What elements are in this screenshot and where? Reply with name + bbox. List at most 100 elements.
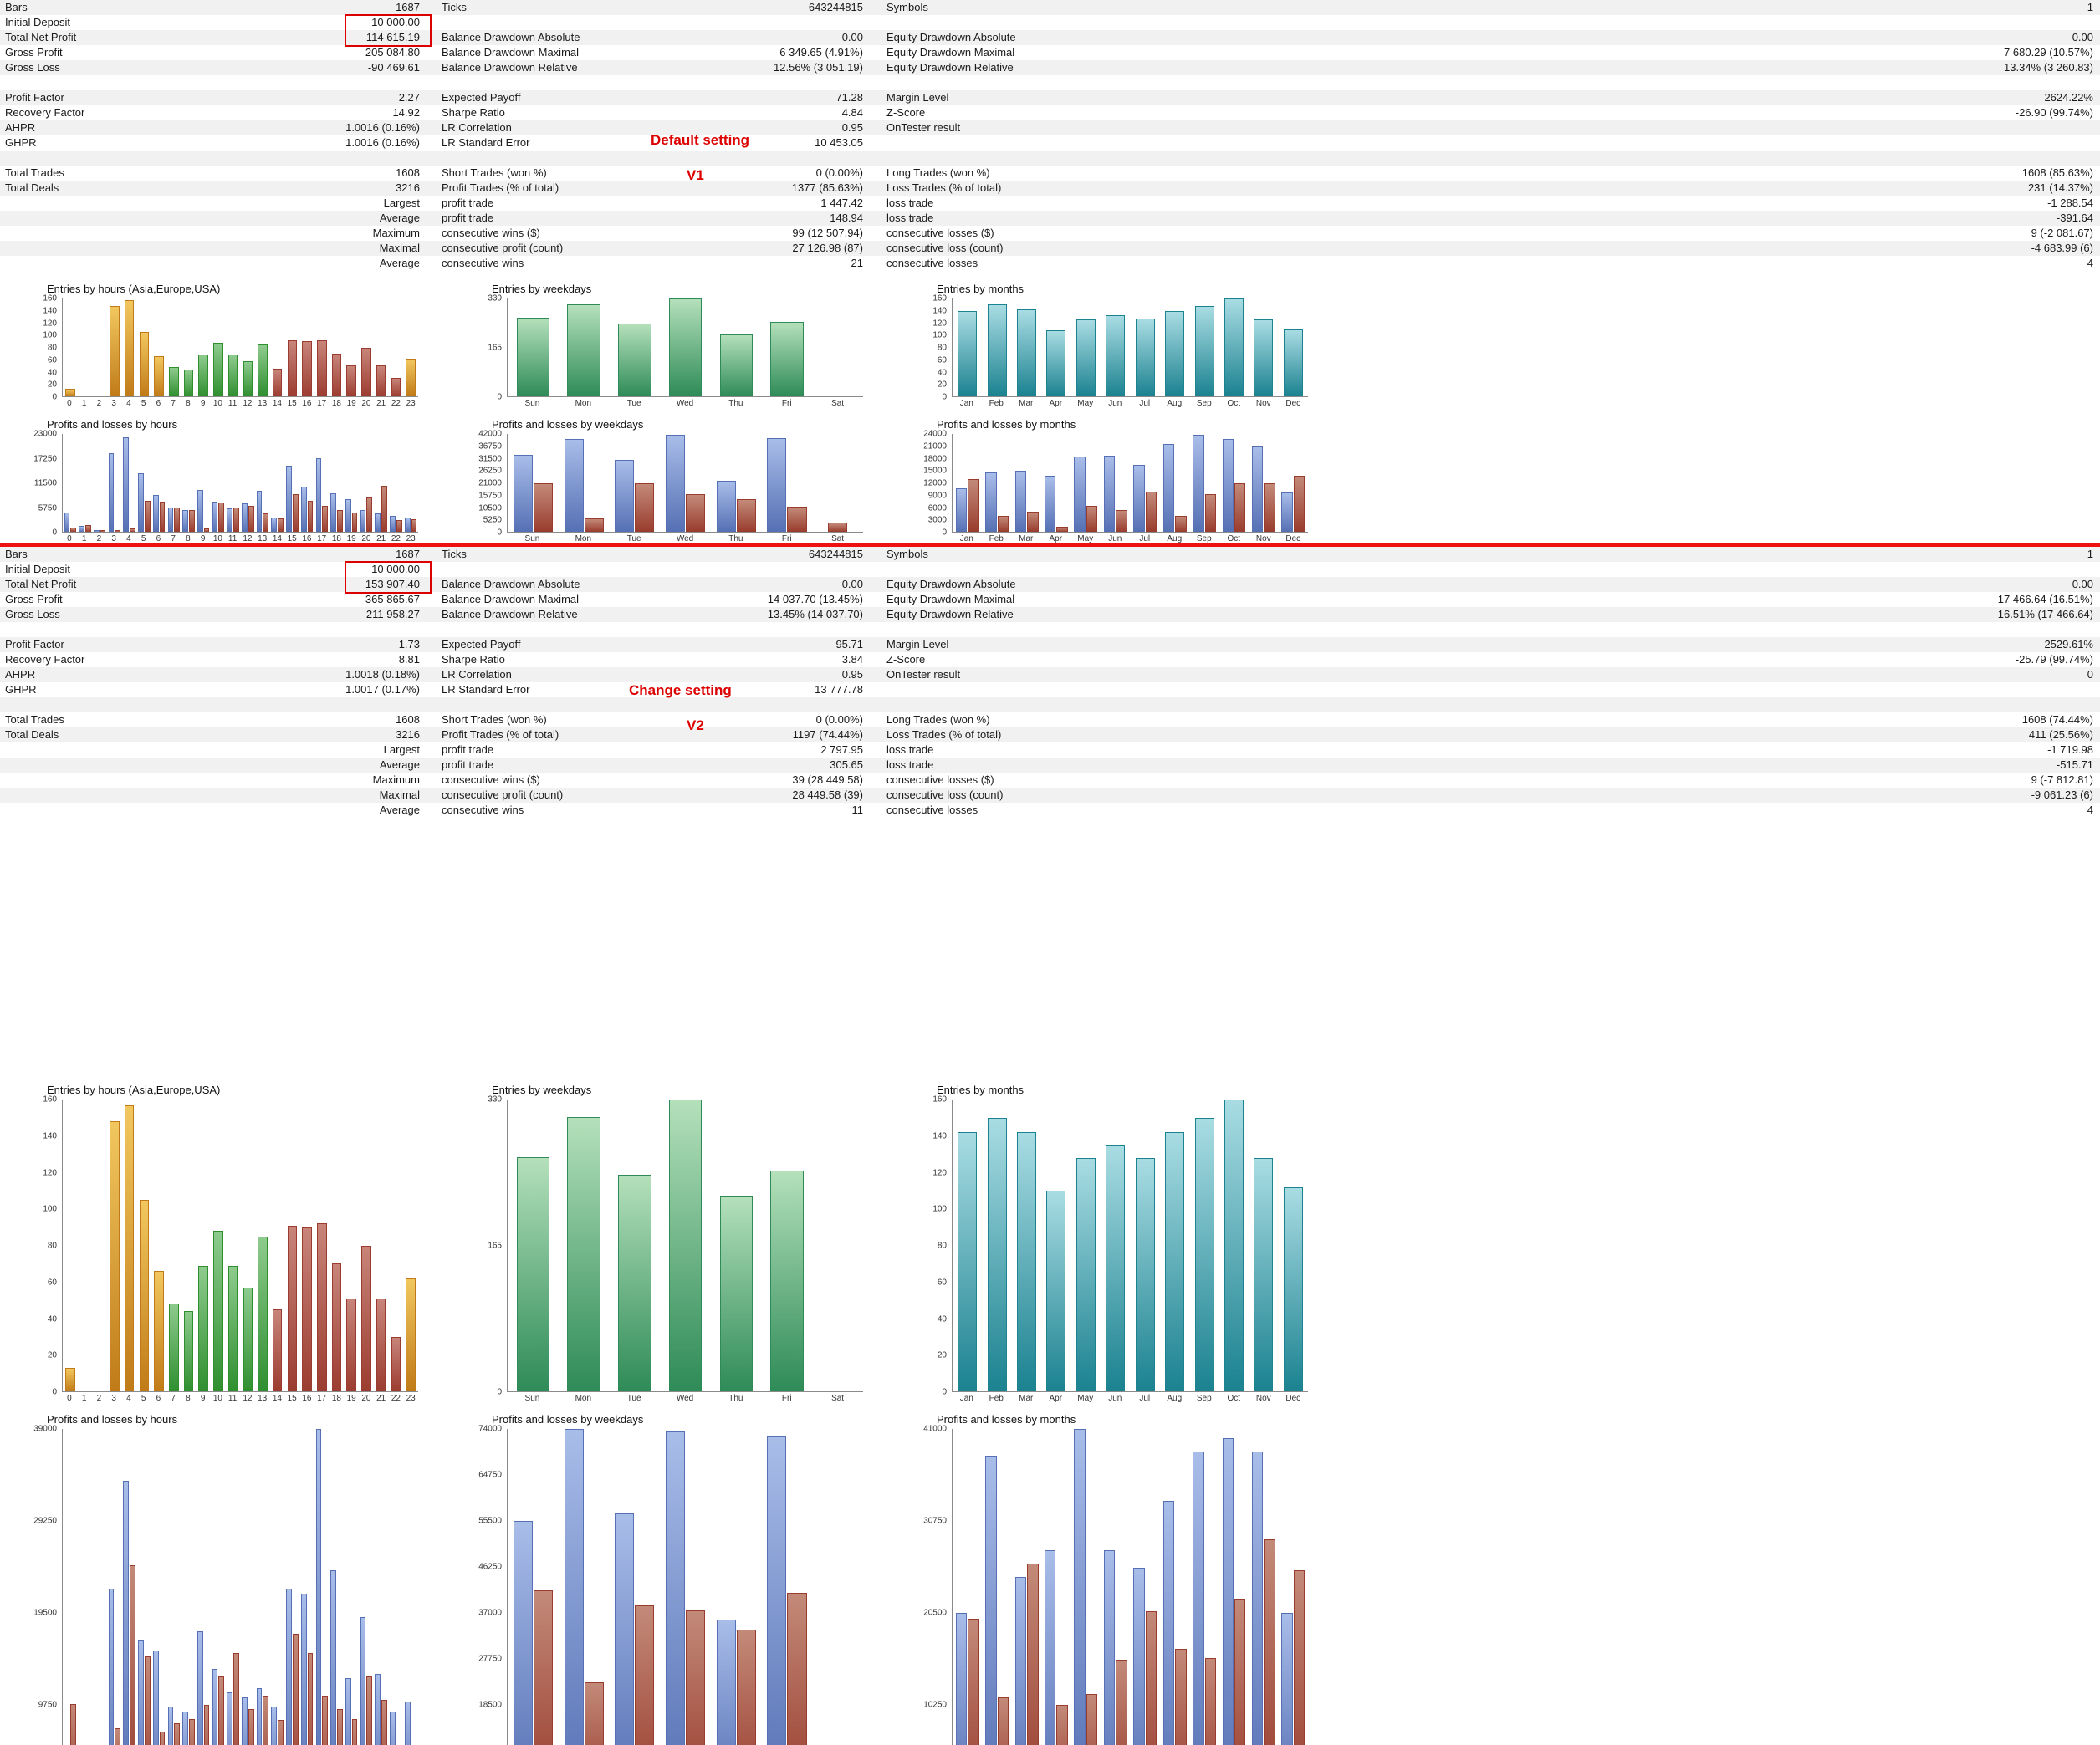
bar-group-may <box>1071 1429 1101 1745</box>
stat-label: OnTester result <box>886 121 961 134</box>
bar-group-sun <box>508 298 559 396</box>
bar-group-oct <box>1219 434 1249 532</box>
bar-group-3 <box>107 298 122 396</box>
bar-group-7 <box>166 434 181 532</box>
y-tick-label: 15000 <box>923 466 947 476</box>
y-tick-label: 160 <box>932 293 947 304</box>
bar-group-6 <box>151 1429 166 1745</box>
losses-bar <box>174 507 180 532</box>
bar-group-22 <box>388 434 403 532</box>
x-tick-label: 5 <box>141 1394 146 1403</box>
x-tick-label: Wed <box>676 1394 694 1403</box>
profits-bar <box>256 490 263 532</box>
losses-bar <box>787 507 807 532</box>
losses-bar <box>1145 491 1157 532</box>
bar-group-1 <box>78 1100 93 1391</box>
stat-value: 3216 <box>396 181 420 194</box>
entries-bar <box>618 324 651 396</box>
losses-bar <box>218 502 225 532</box>
entries-bar <box>1135 1157 1155 1391</box>
profits-bar <box>286 1589 292 1745</box>
stat-label: AHPR <box>5 668 36 681</box>
stat-value: Average <box>379 758 420 771</box>
y-tick-label: 19500 <box>33 1608 57 1618</box>
x-tick-label: 8 <box>186 399 191 408</box>
losses-bar <box>351 1718 358 1745</box>
stat-label: Short Trades (won %) <box>442 166 547 179</box>
entries-bar <box>618 1174 651 1391</box>
stats-row: Initial Deposit 10 000.00 <box>0 562 2100 577</box>
stats-table-v1: Bars 1687 Ticks 643244815 Symbols 1 Initial De… <box>0 0 2100 271</box>
x-tick-label: 0 <box>67 534 72 543</box>
stat-label: Profit Factor <box>5 638 64 651</box>
entries-bar <box>567 304 600 396</box>
y-tick-label: 60 <box>937 355 947 365</box>
y-tick-label: 36750 <box>478 441 502 452</box>
annotation-version-v1: V1 <box>687 167 704 183</box>
profits-bar <box>227 508 233 532</box>
bar-group-3 <box>107 434 122 532</box>
stat-value: 10 453.05 <box>815 136 863 149</box>
y-tick-label: 20 <box>937 1350 947 1360</box>
entries-bar <box>258 344 268 396</box>
bar-group-wed <box>660 298 711 396</box>
losses-bar <box>584 518 604 532</box>
stat-label: Balance Drawdown Maximal <box>442 46 580 59</box>
y-tick-label: 9000 <box>927 491 947 501</box>
plot-area <box>952 298 1308 397</box>
losses-bar <box>322 505 329 532</box>
bar-group-aug <box>1160 298 1189 396</box>
plot-area <box>62 1429 418 1745</box>
stat-value: 10 000.00 <box>371 563 420 575</box>
entries-bar <box>317 1223 327 1391</box>
losses-bar <box>248 1709 254 1745</box>
losses-bar <box>188 509 195 532</box>
x-tick-label: Sep <box>1196 1394 1212 1403</box>
losses-bar <box>203 1704 210 1745</box>
profits-bar <box>767 1436 787 1745</box>
stat-value: 28 449.58 (39) <box>792 788 863 801</box>
bar-group-may <box>1071 298 1101 396</box>
entries-bar <box>346 1298 356 1391</box>
y-tick-label: 23000 <box>33 429 57 439</box>
x-tick-label: 10 <box>212 399 222 408</box>
losses-bar <box>828 522 848 532</box>
x-tick-label: 1 <box>81 1394 87 1403</box>
x-tick-label: 10 <box>212 534 222 543</box>
losses-bar <box>278 518 284 532</box>
stat-value: 16.51% (17 466.64) <box>1997 608 2093 620</box>
profits-bar <box>345 498 351 532</box>
profits-bar <box>212 1669 218 1745</box>
profits-bar <box>404 1702 411 1745</box>
bar-group-9 <box>196 1100 211 1391</box>
bar-group-dec <box>1279 298 1308 396</box>
x-tick-label: 12 <box>243 399 253 408</box>
profits-bar <box>1281 1612 1293 1745</box>
stats-row: Average consecutive wins 11 consecutive los… <box>0 803 2100 818</box>
stats-row: Maximum consecutive wins ($) 39 (28 449.58… <box>0 773 2100 788</box>
bar-group-thu <box>711 1429 762 1745</box>
chart-body: 09750195002925039000 <box>25 1425 418 1745</box>
losses-bar <box>686 494 706 532</box>
bar-group-15 <box>285 1100 300 1391</box>
entries-bar <box>198 354 208 396</box>
stat-label: Expected Payoff <box>442 91 521 104</box>
profits-bar <box>1281 492 1293 532</box>
y-tick-label: 100 <box>43 1204 57 1214</box>
profits-bar <box>767 438 787 532</box>
entries-bar <box>317 339 327 396</box>
entries-bar <box>287 340 298 396</box>
y-tick-label: 330 <box>488 293 502 304</box>
stat-value: -25.79 (99.74%) <box>2015 653 2093 666</box>
bar-group-sat <box>812 1100 863 1391</box>
chart-entries-by-months: Entries by months 0 20 40 60 80 100 120 140 160 Ja… <box>915 1084 1308 1403</box>
profits-bar <box>615 460 635 532</box>
losses-bar <box>70 528 77 532</box>
bar-group-jun <box>1101 298 1130 396</box>
stat-value: Average <box>379 212 420 224</box>
y-tick-label: 80 <box>937 1241 947 1251</box>
bar-group-10 <box>211 298 226 396</box>
x-tick-label: 15 <box>287 1394 297 1403</box>
stat-label: Total Trades <box>5 166 64 179</box>
plot-area <box>507 434 863 533</box>
